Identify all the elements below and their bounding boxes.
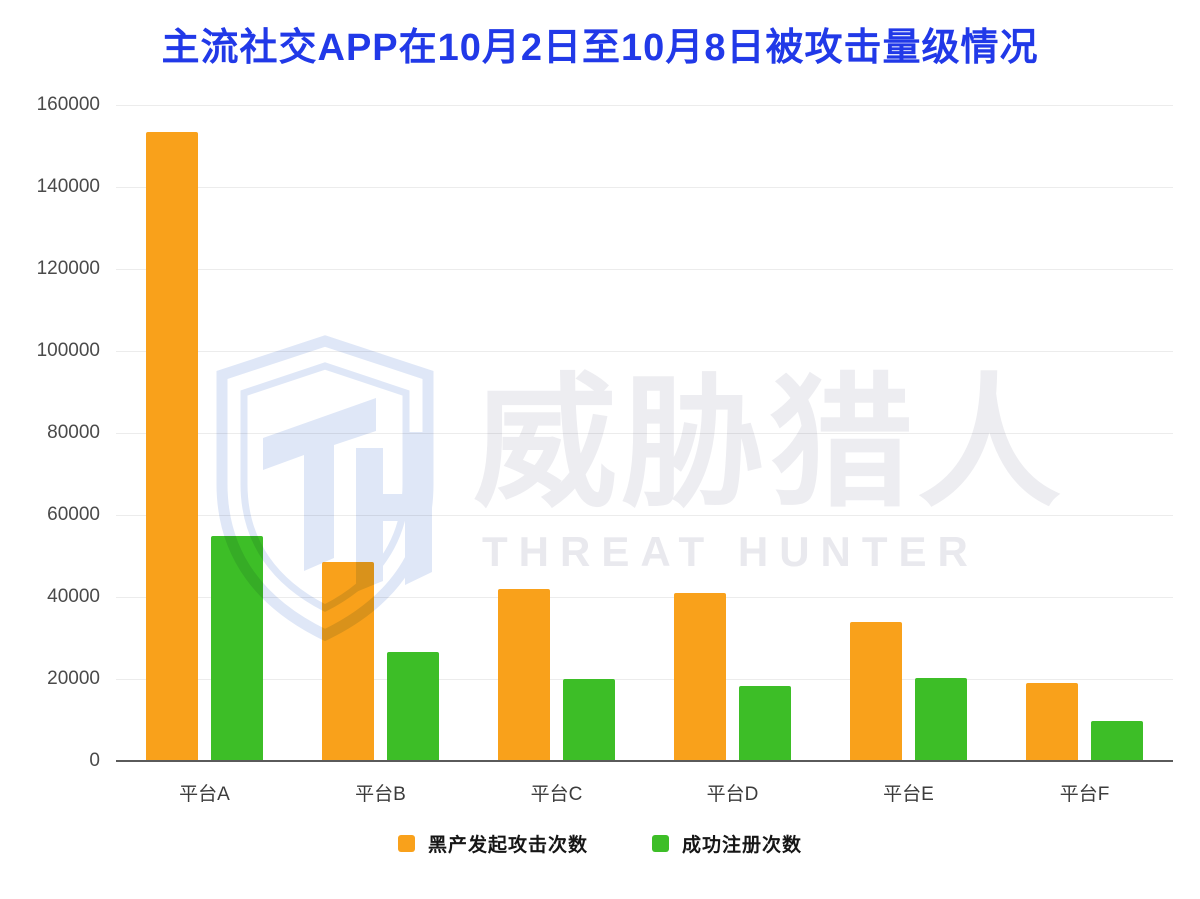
x-axis-label-平台C: 平台C (530, 784, 583, 805)
bar-attack-平台D[interactable] (674, 592, 726, 761)
y-tick-label: 140000 (36, 176, 100, 197)
grid-line (116, 597, 1173, 598)
grid-line (116, 351, 1173, 352)
grid-line (116, 187, 1173, 188)
legend-label-register: 成功注册次数 (682, 835, 803, 856)
bar-attack-平台A[interactable] (146, 131, 198, 761)
chart-title: 主流社交APP在10月2日至10月8日被攻击量级情况 (161, 27, 1039, 69)
y-tick-label: 100000 (36, 340, 100, 361)
watermark-cn-text: 威胁猎人 (473, 363, 1066, 524)
x-axis-label-平台F: 平台F (1059, 784, 1110, 805)
x-axis-label-平台E: 平台E (883, 784, 934, 805)
y-tick-label: 160000 (36, 94, 100, 115)
grid-line (116, 515, 1173, 516)
x-axis-label-平台D: 平台D (706, 784, 759, 805)
bar-register-平台E[interactable] (915, 677, 967, 761)
bar-register-平台F[interactable] (1091, 721, 1143, 761)
grid-line (116, 679, 1173, 680)
bar-register-平台B[interactable] (387, 652, 439, 761)
legend-item-attack[interactable]: 黑产发起攻击次数 (397, 830, 588, 857)
grid-line (116, 269, 1173, 270)
y-tick-label: 20000 (47, 668, 100, 689)
chart-legend: 黑产发起攻击次数 成功注册次数 (0, 830, 1200, 857)
bar-register-平台A[interactable] (211, 535, 263, 761)
bar-attack-平台C[interactable] (498, 588, 550, 761)
y-tick-label: 60000 (47, 504, 100, 525)
legend-swatch-register-icon (652, 835, 669, 852)
bar-attack-平台B[interactable] (322, 562, 374, 761)
y-tick-label: 0 (89, 750, 100, 771)
watermark-en-text: THREAT HUNTER (482, 528, 979, 575)
y-tick-label: 120000 (36, 258, 100, 279)
legend-swatch-attack-icon (397, 835, 415, 852)
x-axis-line (116, 760, 1173, 762)
grid-line (116, 433, 1173, 434)
legend-label-attack: 黑产发起攻击次数 (427, 835, 588, 856)
y-tick-label: 40000 (47, 586, 100, 607)
bar-register-平台C[interactable] (563, 679, 615, 761)
bar-register-平台D[interactable] (739, 686, 791, 761)
x-axis-label-平台A: 平台A (179, 784, 230, 805)
grid-line (116, 105, 1173, 106)
y-tick-label: 80000 (47, 422, 100, 443)
bar-attack-平台E[interactable] (850, 621, 902, 761)
x-axis-label-平台B: 平台B (355, 784, 406, 805)
legend-item-register[interactable]: 成功注册次数 (652, 830, 802, 857)
bar-attack-平台F[interactable] (1026, 683, 1078, 761)
